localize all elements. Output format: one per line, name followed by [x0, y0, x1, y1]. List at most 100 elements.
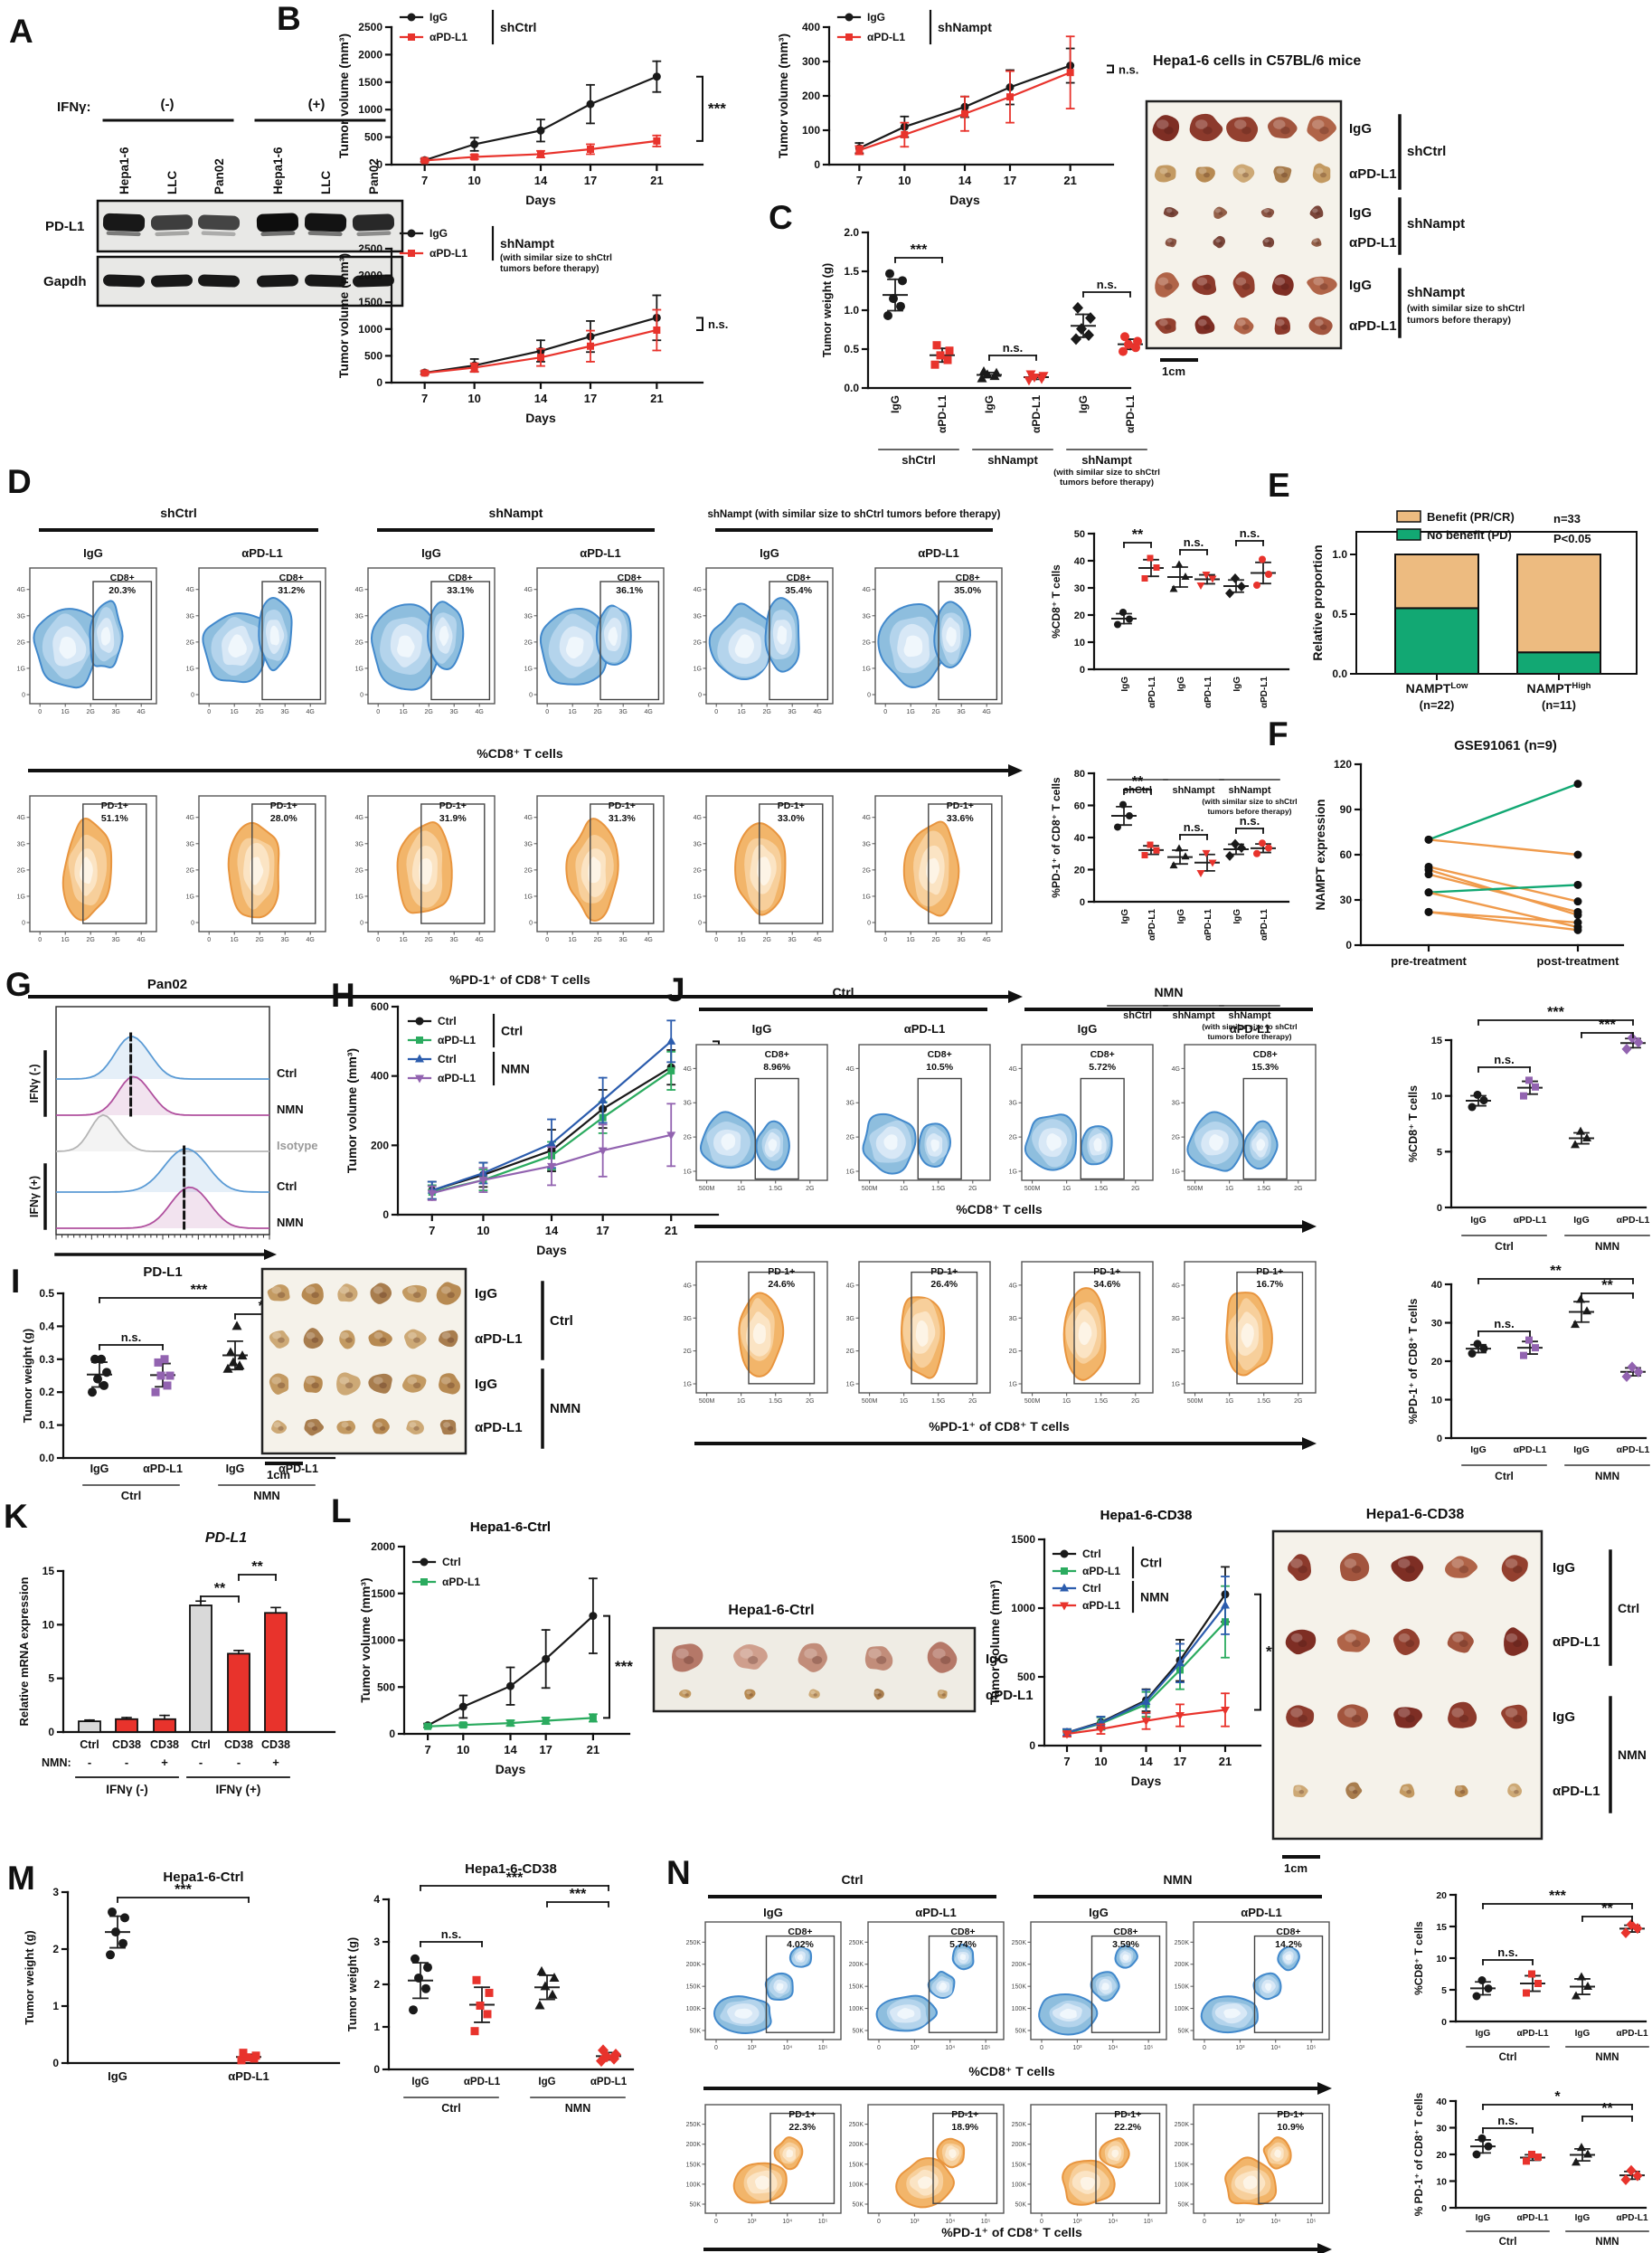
- svg-text:4G: 4G: [355, 815, 363, 821]
- svg-text:1000: 1000: [358, 323, 382, 336]
- svg-text:%PD-1⁺ of CD8⁺ T cells: %PD-1⁺ of CD8⁺ T cells: [1050, 777, 1062, 898]
- svg-text:2000: 2000: [358, 270, 382, 282]
- svg-text:αPD-L1: αPD-L1: [442, 1576, 480, 1588]
- svg-text:***: ***: [1599, 1018, 1616, 1033]
- svg-text:0: 0: [877, 2219, 881, 2225]
- svg-text:Hepa1-6-Ctrl: Hepa1-6-Ctrl: [470, 1519, 551, 1535]
- svg-text:1.5G: 1.5G: [1094, 1186, 1108, 1192]
- svg-text:αPD-L1: αPD-L1: [1030, 395, 1043, 433]
- svg-text:200K: 200K: [1175, 1962, 1190, 1968]
- svg-text:Days: Days: [525, 411, 556, 425]
- svg-text:IFNγ (-): IFNγ (-): [106, 1783, 148, 1796]
- svg-text:100: 100: [802, 124, 820, 137]
- svg-text:Tumor weight (g): Tumor weight (g): [820, 263, 834, 357]
- svg-text:10⁴: 10⁴: [1270, 2045, 1280, 2051]
- svg-text:36.1%: 36.1%: [616, 585, 643, 596]
- svg-text:1G: 1G: [900, 1398, 908, 1405]
- svg-text:1G: 1G: [61, 709, 70, 715]
- svg-text:IgG: IgG: [986, 1652, 1008, 1667]
- svg-text:IgG: IgG: [538, 2077, 555, 2087]
- svg-text:0: 0: [883, 709, 887, 715]
- svg-text:3G: 3G: [863, 613, 871, 620]
- svg-text:250K: 250K: [849, 2122, 864, 2128]
- svg-text:100K: 100K: [1175, 2006, 1190, 2012]
- svg-text:PD-L1: PD-L1: [45, 219, 84, 234]
- svg-text:10: 10: [1094, 1755, 1107, 1768]
- svg-text:3G: 3G: [112, 709, 120, 715]
- svg-text:150K: 150K: [1175, 2162, 1190, 2168]
- svg-text:3G: 3G: [281, 937, 289, 943]
- svg-text:% PD-1⁺ of CD8⁺ T cells: % PD-1⁺ of CD8⁺ T cells: [1412, 2092, 1425, 2216]
- svg-text:Relative mRNA expression: Relative mRNA expression: [17, 1576, 31, 1726]
- svg-text:14.2%: 14.2%: [1275, 1939, 1302, 1950]
- svg-text:PD-1+: PD-1+: [951, 2109, 978, 2120]
- svg-text:15: 15: [1436, 1922, 1447, 1933]
- svg-text:3G: 3G: [846, 1316, 854, 1322]
- svg-text:shNampt: shNampt: [1228, 1010, 1270, 1021]
- svg-text:Benefit (PR/CR): Benefit (PR/CR): [1427, 510, 1515, 524]
- svg-text:Pan02: Pan02: [147, 977, 187, 992]
- svg-text:2G: 2G: [186, 867, 194, 874]
- svg-text:αPD-L1: αPD-L1: [867, 31, 905, 43]
- svg-text:PD-L1: PD-L1: [205, 1530, 247, 1546]
- svg-text:0.5: 0.5: [844, 343, 859, 355]
- svg-text:3G: 3G: [112, 937, 120, 943]
- svg-text:10⁴: 10⁴: [782, 2219, 792, 2225]
- svg-text:8.96%: 8.96%: [763, 1062, 790, 1073]
- svg-text:0: 0: [529, 693, 533, 699]
- svg-text:NAMPTLow: NAMPTLow: [1406, 681, 1468, 696]
- svg-text:(+): (+): [308, 97, 326, 112]
- svg-text:αPD-L1: αPD-L1: [438, 1034, 476, 1046]
- svg-text:IgG: IgG: [1470, 1444, 1487, 1455]
- panel-letter-m: M: [7, 1860, 35, 1897]
- svg-text:0: 0: [1029, 1739, 1035, 1752]
- svg-text:Ctrl: Ctrl: [1618, 1601, 1639, 1615]
- svg-text:2G: 2G: [425, 709, 433, 715]
- svg-text:200K: 200K: [686, 1962, 702, 1968]
- svg-text:IgG: IgG: [1120, 677, 1130, 692]
- svg-text:400: 400: [802, 21, 820, 33]
- svg-text:10: 10: [1431, 1092, 1442, 1103]
- svg-text:500M: 500M: [699, 1398, 715, 1405]
- svg-text:PD-1+: PD-1+: [1114, 2109, 1141, 2120]
- svg-text:51.1%: 51.1%: [101, 813, 128, 824]
- svg-text:30: 30: [1436, 2124, 1447, 2135]
- svg-text:CD8+: CD8+: [956, 573, 980, 583]
- svg-text:20.3%: 20.3%: [109, 585, 136, 596]
- svg-text:17: 17: [1174, 1755, 1186, 1768]
- svg-text:1G: 1G: [569, 937, 577, 943]
- svg-text:shCtrl: shCtrl: [902, 453, 936, 467]
- svg-text:0: 0: [207, 709, 211, 715]
- svg-text:50K: 50K: [1015, 2202, 1027, 2209]
- tumor-weight-dotplot: 0.0 0.5 1.0 1.5 2.0 Tumor weight (g) IgG αPD-L1…: [820, 226, 1160, 488]
- svg-text:**: **: [1601, 1901, 1613, 1917]
- svg-text:1.5G: 1.5G: [1094, 1398, 1108, 1405]
- svg-text:10: 10: [1436, 2177, 1447, 2188]
- svg-text:1G: 1G: [737, 1186, 745, 1192]
- svg-text:Tumor volume (mm³): Tumor volume (mm³): [987, 1580, 1002, 1705]
- svg-text:2G: 2G: [806, 1398, 814, 1405]
- svg-text:αPD-L1: αPD-L1: [1124, 395, 1137, 433]
- svg-text:shNampt: shNampt: [500, 236, 554, 251]
- svg-text:1G: 1G: [569, 709, 577, 715]
- svg-text:αPD-L1: αPD-L1: [1147, 677, 1157, 708]
- svg-text:αPD-L1: αPD-L1: [228, 2069, 269, 2083]
- svg-text:0: 0: [698, 921, 702, 927]
- svg-text:2G: 2G: [425, 937, 433, 943]
- svg-text:4G: 4G: [524, 815, 533, 821]
- svg-text:αPD-L1: αPD-L1: [1516, 2029, 1548, 2039]
- tumor-weight-nmn-dotplot: 0.0 0.1 0.2 0.3 0.4 0.5 Tumor weight (g) IgG αPD…: [21, 1283, 336, 1502]
- svg-text:αPD-L1: αPD-L1: [1349, 166, 1397, 182]
- svg-text:1000: 1000: [371, 1634, 395, 1647]
- svg-text:2G: 2G: [1009, 1349, 1017, 1355]
- svg-text:Ctrl: Ctrl: [121, 1489, 141, 1502]
- svg-text:n=33: n=33: [1553, 512, 1581, 525]
- tumor-photo-hepa16-c57bl6: Hepa1-6 cells in C57BL/6 mice IgG αPD-L1 Ig…: [1145, 53, 1525, 378]
- svg-text:250K: 250K: [1175, 2122, 1190, 2128]
- svg-text:αPD-L1: αPD-L1: [1516, 2213, 1548, 2223]
- svg-text:%CD8⁺ T cells: %CD8⁺ T cells: [956, 1202, 1043, 1216]
- svg-text:αPD-L1: αPD-L1: [1230, 1022, 1271, 1036]
- svg-text:10: 10: [42, 1618, 55, 1631]
- svg-text:10⁴: 10⁴: [1270, 2219, 1280, 2225]
- svg-text:1G: 1G: [737, 1398, 745, 1405]
